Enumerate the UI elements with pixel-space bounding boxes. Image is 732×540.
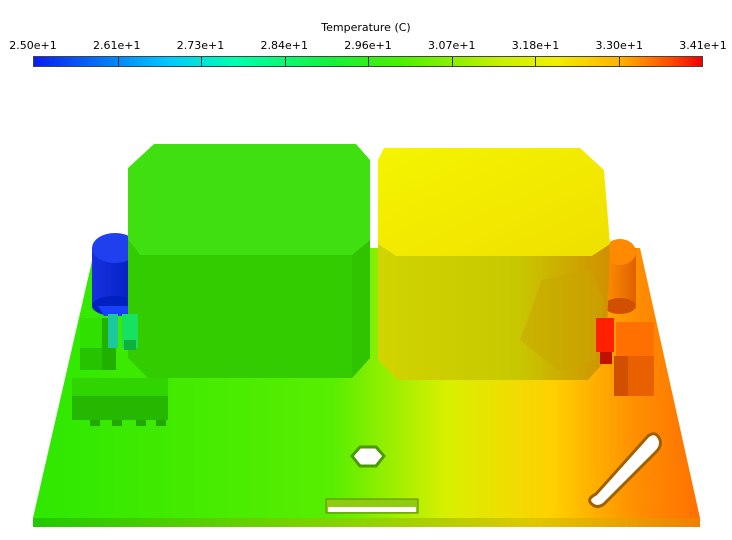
colorbar-tick-mark — [618, 57, 620, 66]
legend-title: Temperature (C) — [321, 21, 411, 34]
left-heat-block — [128, 144, 370, 378]
colorbar-tick-label: 3.30e+1 — [595, 39, 643, 52]
colorbar-tick-label: 3.07e+1 — [428, 39, 476, 52]
colorbar-tick-label: 3.18e+1 — [511, 39, 560, 52]
hex-mount-hole — [350, 445, 386, 468]
colorbar-tick-labels: 2.50e+1 2.61e+1 2.73e+1 2.84e+1 2.96e+1 3.07e… — [0, 39, 732, 55]
colorbar-tick-mark — [117, 57, 119, 66]
mounting-slot — [588, 432, 662, 509]
colorbar-tick-label: 2.73e+1 — [176, 39, 225, 52]
colorbar-tick-label: 2.84e+1 — [260, 39, 308, 52]
colorbar-tick-label: 3.41e+1 — [679, 39, 727, 52]
colorbar-tick-label: 2.50e+1 — [9, 39, 57, 52]
colorbar-tick-mark — [535, 57, 536, 66]
colorbar-tick-mark — [368, 57, 369, 66]
temperature-colorbar — [33, 56, 703, 67]
colorbar-tick-label: 2.96e+1 — [344, 39, 392, 52]
left-terminal-block — [72, 314, 168, 426]
colorbar-tick-mark — [451, 57, 453, 66]
colorbar-tick-mark — [284, 57, 286, 66]
colorbar-tick-mark — [201, 57, 202, 66]
right-heat-block — [378, 148, 610, 380]
edge-connector — [325, 498, 419, 514]
colorbar-tick-label: 2.61e+1 — [93, 39, 141, 52]
right-terminal-block — [596, 318, 654, 396]
